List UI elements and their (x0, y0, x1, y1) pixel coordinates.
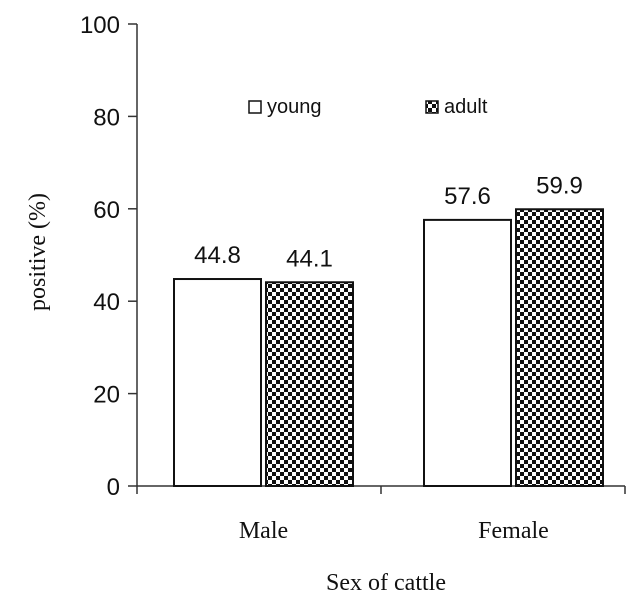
y-tick-label: 0 (107, 474, 120, 501)
data-label-young-female: 57.6 (444, 183, 491, 210)
category-labels: Male Female (239, 518, 549, 544)
data-label-adult-male: 44.1 (286, 245, 333, 272)
y-tick-label: 80 (93, 104, 120, 131)
data-label-young-male: 44.8 (194, 242, 241, 269)
legend-label-young: young (267, 96, 322, 118)
legend-swatch-young (248, 100, 262, 114)
category-label-male: Male (239, 518, 288, 544)
y-tick-label: 20 (93, 382, 120, 409)
legend-item-young: young (248, 96, 322, 118)
data-label-adult-female: 59.9 (536, 172, 583, 199)
data-labels: 44.8 44.1 57.6 59.9 (194, 172, 583, 272)
bars (173, 208, 604, 487)
y-tick-label: 40 (93, 289, 120, 316)
category-label-female: Female (478, 518, 549, 544)
legend-label-adult: adult (444, 96, 488, 118)
bar-young-female (423, 218, 512, 487)
y-tick-label: 60 (93, 197, 120, 224)
y-axis: 0 20 40 60 80 100 (80, 12, 138, 501)
y-tick-label: 100 (80, 12, 120, 39)
legend-item-adult: adult (425, 96, 488, 118)
legend-swatch-adult (425, 100, 439, 114)
bar-adult-female (515, 208, 604, 487)
bar-young-male (173, 278, 262, 487)
legend: young adult (248, 96, 488, 118)
bar-adult-male (265, 281, 354, 487)
x-axis-title: Sex of cattle (326, 570, 446, 593)
y-axis-title: positive (%) (25, 193, 51, 311)
x-axis (136, 485, 626, 494)
